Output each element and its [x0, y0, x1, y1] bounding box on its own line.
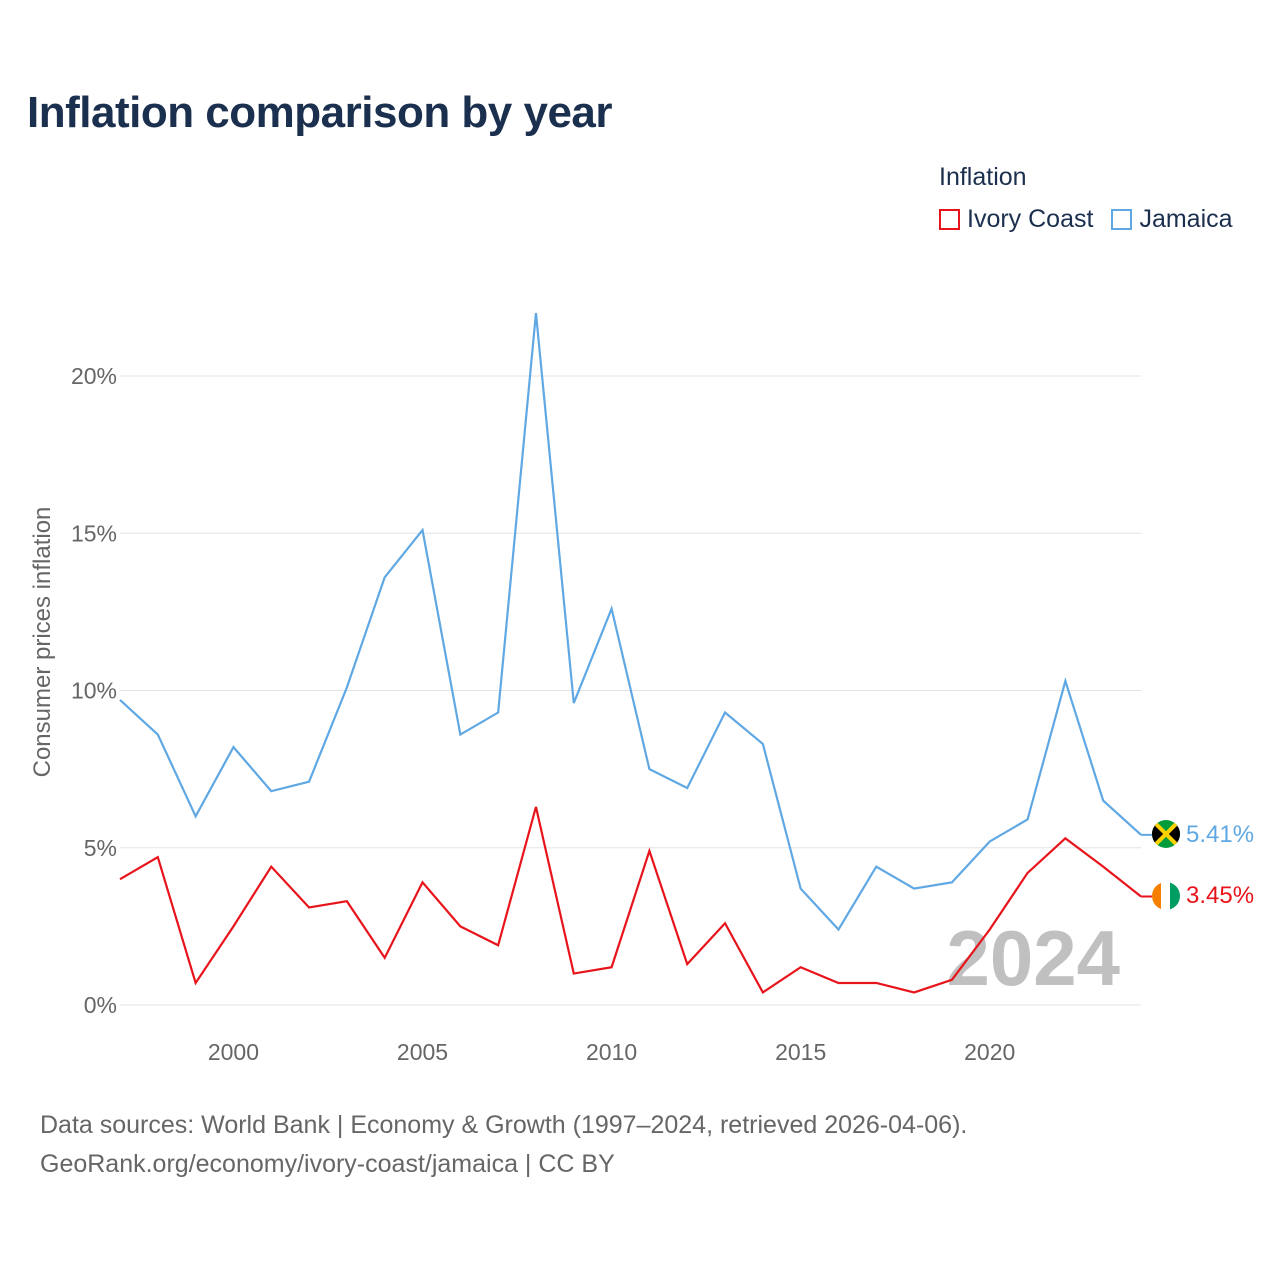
- footer-attribution: GeoRank.org/economy/ivory-coast/jamaica …: [40, 1150, 615, 1178]
- x-tick-label: 2010: [586, 1039, 637, 1065]
- footer: Data sources: World Bank | Economy & Gro…: [40, 1106, 967, 1184]
- x-tick-label: 2000: [208, 1039, 259, 1065]
- end-label-ivory-coast: 3.45%: [1186, 882, 1254, 909]
- x-tick-label: 2005: [397, 1039, 448, 1065]
- y-tick-label: 5%: [84, 835, 117, 861]
- year-watermark: 2024: [946, 914, 1120, 1002]
- y-tick-label: 0%: [84, 992, 117, 1018]
- y-tick-label: 20%: [71, 363, 117, 389]
- y-tick-label: 10%: [71, 678, 117, 704]
- legend-title: Inflation: [939, 163, 1027, 191]
- legend-label-ivory-coast: Ivory Coast: [967, 205, 1094, 233]
- footer-source: Data sources: World Bank | Economy & Gro…: [40, 1111, 968, 1139]
- series-line-jamaica[interactable]: [119, 312, 1142, 932]
- legend-item-jamaica[interactable]: Jamaica: [1111, 205, 1233, 234]
- legend-swatch-ivory-coast: [939, 209, 960, 230]
- series-line-ivory-coast[interactable]: [119, 806, 1142, 995]
- legend-swatch-jamaica: [1111, 209, 1133, 230]
- y-tick-label: 15%: [71, 520, 117, 546]
- legend-label-jamaica: Jamaica: [1139, 205, 1233, 233]
- legend: Ivory Coast Jamaica: [939, 205, 1233, 234]
- x-tick-label: 2015: [775, 1039, 826, 1065]
- legend-item-ivory-coast[interactable]: Ivory Coast: [939, 205, 1093, 234]
- ivory-coast-flag-icon: [1152, 882, 1180, 910]
- jamaica-flag-icon: [1152, 820, 1180, 848]
- y-axis-title: Consumer prices inflation: [29, 507, 56, 778]
- chart-title: Inflation comparison by year: [27, 88, 613, 137]
- x-tick-label: 2020: [964, 1039, 1015, 1065]
- end-label-jamaica: 5.41%: [1186, 821, 1254, 848]
